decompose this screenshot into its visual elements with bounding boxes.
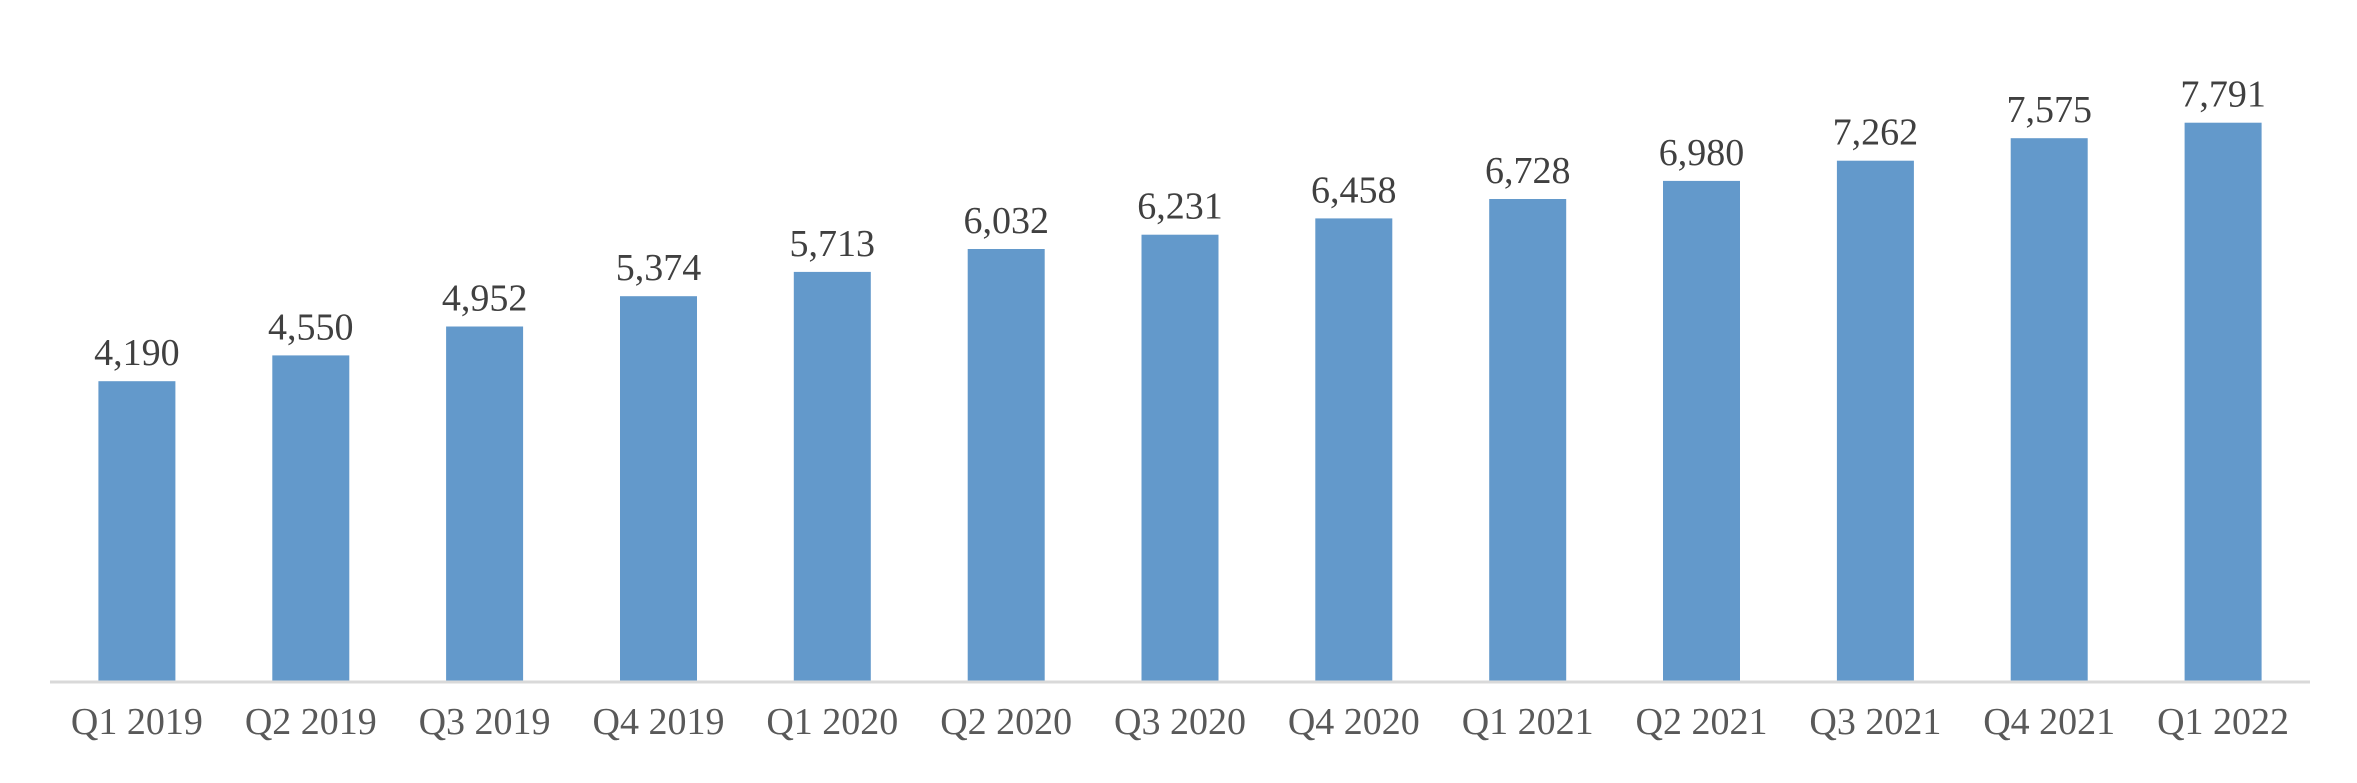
x-tick-label: Q2 2021 — [1636, 701, 1768, 743]
bar-q3-2021 — [1836, 160, 1914, 682]
x-tick-label: Q1 2021 — [1462, 701, 1594, 743]
x-tick-label: Q1 2022 — [2157, 701, 2289, 743]
x-tick-label: Q4 2020 — [1288, 701, 1420, 743]
x-tick-label: Q3 2019 — [419, 701, 551, 743]
bar-q1-2019 — [98, 381, 176, 682]
x-tick-label: Q1 2020 — [766, 701, 898, 743]
data-label: 4,952 — [442, 278, 528, 320]
bar-q2-2021 — [1663, 180, 1740, 682]
x-tick-label: Q1 2019 — [71, 701, 203, 743]
bar-q2-2020 — [967, 249, 1045, 682]
data-label: 6,980 — [1659, 132, 1745, 174]
bar-q3-2019 — [446, 326, 524, 682]
bar-q4-2021 — [2010, 138, 2088, 682]
data-label: 6,231 — [1137, 186, 1223, 228]
x-tick-label: Q2 2019 — [245, 701, 377, 743]
data-label: 5,713 — [790, 223, 876, 265]
bars-layer — [98, 122, 2262, 682]
data-label: 4,190 — [94, 332, 180, 374]
data-labels-layer: 4,190 4,550 4,952 5,374 5,713 6,032 6,231 6,458… — [94, 74, 2266, 375]
data-label: 5,374 — [616, 247, 702, 289]
x-tick-label: Q3 2020 — [1114, 701, 1246, 743]
data-label: 6,728 — [1485, 150, 1571, 192]
data-label: 7,791 — [2180, 74, 2266, 116]
bar-q1-2021 — [1489, 199, 1567, 682]
data-label: 7,575 — [2006, 89, 2092, 131]
bar-q4-2019 — [620, 296, 697, 682]
bar-q1-2020 — [793, 271, 871, 682]
bar-q1-2022 — [2184, 122, 2262, 682]
data-label: 4,550 — [268, 306, 354, 348]
data-label: 6,032 — [963, 200, 1049, 242]
x-tick-label: Q4 2021 — [1983, 701, 2115, 743]
data-label: 7,262 — [1833, 112, 1919, 154]
bar-q3-2020 — [1141, 234, 1219, 682]
bar-q4-2020 — [1315, 218, 1393, 682]
x-tick-label: Q3 2021 — [1809, 701, 1941, 743]
x-tick-labels-layer: Q1 2019 Q2 2019 Q3 2019 Q4 2019 Q1 2020 Q2 20… — [71, 701, 2289, 743]
x-tick-label: Q2 2020 — [940, 701, 1072, 743]
bar-q2-2019 — [272, 355, 350, 682]
data-label: 6,458 — [1311, 169, 1397, 211]
x-tick-label: Q4 2019 — [593, 701, 725, 743]
